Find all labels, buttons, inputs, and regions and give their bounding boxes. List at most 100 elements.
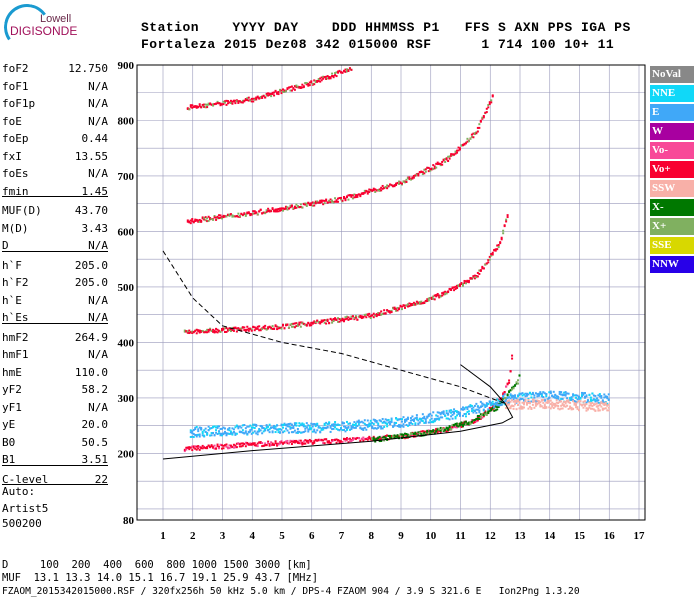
echo-point: [240, 101, 243, 104]
echo-point: [319, 321, 322, 324]
echo-point: [287, 326, 290, 329]
echo-point: [322, 442, 325, 445]
echo-point: [433, 167, 436, 170]
echo-point: [301, 83, 304, 86]
echo-point: [189, 435, 192, 438]
echo-point: [375, 427, 378, 430]
echo-point: [218, 214, 221, 217]
echo-point: [403, 181, 406, 184]
echo-point: [191, 449, 194, 452]
param-name: h`F2: [2, 276, 29, 289]
echo-point: [454, 152, 457, 155]
echo-point: [228, 447, 231, 450]
echo-point: [268, 443, 271, 446]
echo-point: [403, 433, 406, 436]
echo-point: [314, 425, 317, 428]
echo-point: [420, 419, 423, 422]
param-name: B1: [2, 453, 16, 466]
echo-point: [429, 412, 432, 415]
echo-point: [481, 416, 484, 419]
echo-point: [204, 430, 207, 433]
echo-point: [542, 398, 545, 401]
echo-point: [463, 423, 466, 426]
echo-point: [408, 434, 411, 437]
echo-point: [430, 168, 433, 171]
echo-point: [362, 427, 365, 430]
echo-point: [548, 406, 551, 409]
echo-point: [604, 407, 607, 410]
echo-point: [389, 310, 392, 313]
echo-point: [490, 254, 493, 257]
echo-point: [438, 411, 441, 414]
echo-point: [194, 434, 197, 437]
echo-point: [393, 421, 396, 424]
echo-point: [453, 408, 456, 411]
echo-point: [520, 407, 522, 410]
echo-point: [530, 407, 533, 410]
echo-point: [411, 415, 414, 418]
echo-point: [453, 412, 456, 415]
echo-point: [280, 428, 283, 431]
echo-point: [479, 269, 482, 272]
echo-point: [301, 206, 304, 209]
echo-point: [304, 203, 307, 206]
echo-point: [365, 316, 368, 319]
echo-point: [195, 435, 198, 438]
echo-point: [386, 419, 389, 422]
echo-point: [573, 400, 576, 403]
echo-point: [421, 420, 424, 423]
echo-point: [560, 404, 563, 407]
echo-point: [310, 80, 313, 83]
echo-point: [576, 406, 579, 409]
echo-point: [351, 438, 354, 441]
echo-point: [244, 328, 247, 331]
echo-point: [592, 408, 595, 411]
echo-point: [240, 431, 243, 434]
echo-point: [572, 399, 575, 402]
echo-point: [237, 101, 240, 104]
echo-point: [212, 103, 215, 106]
y-tick-label: 400: [118, 337, 135, 349]
echo-point: [537, 401, 540, 404]
echo-point: [409, 178, 412, 181]
echo-point: [198, 331, 201, 334]
echo-point: [219, 432, 222, 435]
echo-point: [524, 392, 527, 395]
echo-point: [253, 427, 256, 430]
echo-point: [512, 405, 515, 408]
echo-point: [341, 421, 344, 424]
echo-point: [412, 176, 415, 179]
echo-point: [441, 294, 444, 297]
echo-point: [293, 326, 296, 329]
echo-point: [427, 299, 430, 302]
echo-point: [491, 95, 494, 98]
echo-point: [244, 430, 247, 433]
echo-point: [531, 398, 534, 401]
echo-point: [299, 321, 302, 324]
echo-point: [456, 286, 459, 289]
echo-point: [302, 203, 305, 206]
echo-point: [296, 430, 299, 433]
echo-point: [329, 317, 332, 320]
echo-point: [518, 393, 521, 396]
echo-point: [415, 173, 418, 176]
echo-point: [268, 325, 271, 328]
echo-point: [222, 327, 225, 330]
echo-point: [338, 197, 341, 200]
echo-point: [463, 421, 466, 424]
echo-point: [415, 416, 418, 419]
logo-lowell: Lowell: [40, 13, 72, 25]
echo-point: [267, 327, 270, 330]
echo-point: [234, 102, 237, 105]
echo-point: [203, 105, 206, 108]
echo-point: [216, 426, 219, 429]
echo-point: [600, 401, 603, 404]
echo-point: [223, 100, 226, 103]
echo-point: [551, 401, 554, 404]
echo-point: [241, 431, 244, 434]
echo-point: [502, 396, 505, 399]
echo-point: [244, 427, 247, 430]
echo-point: [456, 426, 459, 429]
separator: [2, 196, 108, 197]
echo-point: [313, 430, 316, 433]
